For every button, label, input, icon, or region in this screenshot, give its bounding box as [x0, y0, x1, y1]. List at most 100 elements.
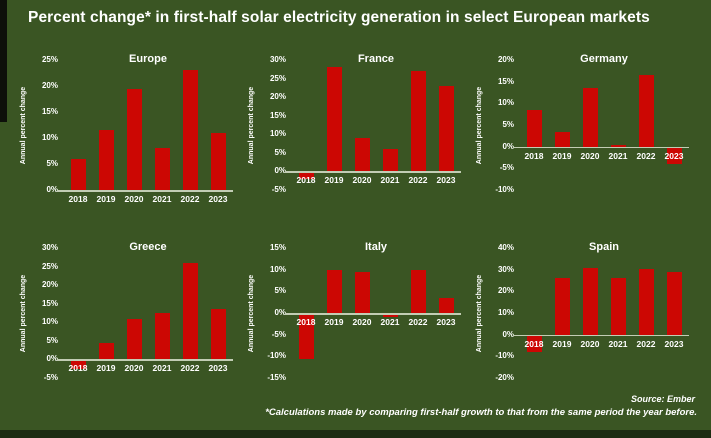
plot-area: 2018 2019 2020 2021 2022 2023 — [513, 60, 689, 220]
bar-2023 — [666, 271, 682, 335]
x-tick-label: 2023 — [208, 363, 228, 374]
y-tick-label: 10% — [497, 98, 514, 108]
plot-area: 2018 2019 2020 2021 2022 2023 — [285, 248, 461, 408]
x-tick-label: 2019 — [552, 150, 572, 161]
x-tick-label: 2020 — [580, 150, 600, 161]
x-tick-label: 2019 — [96, 363, 116, 374]
x-tick-label: 2023 — [664, 150, 684, 161]
bar-2019 — [98, 130, 114, 190]
x-axis-line — [513, 146, 689, 149]
y-tick-label: -5% — [499, 163, 514, 173]
y-tick-label: 15% — [41, 107, 58, 116]
x-tick-label: 2023 — [436, 175, 456, 186]
x-tick-label: 2021 — [380, 317, 400, 327]
y-tick-label: -20% — [495, 373, 514, 382]
y-tick-label: 25% — [41, 261, 58, 271]
chart-title: Italy — [364, 241, 387, 253]
x-tick-label: 2018 — [68, 363, 88, 374]
bar-2018 — [298, 313, 314, 359]
x-tick-label: 2022 — [180, 363, 200, 374]
y-tick-label: 10% — [41, 133, 58, 142]
bar-2018 — [70, 359, 86, 369]
bar-2023 — [210, 309, 226, 360]
charts-grid: Annual percent change Europe 2018 2019 2020 2… — [18, 50, 700, 416]
bar-2023 — [210, 132, 226, 190]
bar-2022 — [182, 70, 198, 190]
y-tick-label: 30% — [497, 264, 514, 274]
bar-2023 — [666, 146, 682, 164]
y-tick-label: 15% — [41, 298, 58, 308]
x-tick-label: 2022 — [408, 175, 428, 186]
left-edge-border — [0, 0, 7, 122]
footnote: *Calculations made by comparing first-ha… — [265, 407, 697, 418]
y-tick-label: 5% — [502, 120, 514, 129]
chart-italy: Annual percent change Italy 2018 2019 2020 20… — [246, 238, 472, 416]
bar-2020 — [354, 138, 370, 172]
x-tick-label: 2023 — [436, 317, 456, 327]
chart-europe: Annual percent change Europe 2018 2019 2020 2… — [18, 50, 244, 228]
bar-2023 — [438, 86, 454, 172]
y-tick-label: -10% — [495, 351, 514, 361]
y-tick-label: 20% — [41, 280, 58, 290]
bar-2018 — [526, 334, 542, 352]
chart-france: Annual percent change France 2018 2019 2020 2… — [246, 50, 472, 228]
y-tick-label: 0% — [46, 354, 58, 364]
bar-2022 — [410, 71, 426, 172]
bar-2020 — [582, 88, 598, 147]
y-tick-label: 5% — [46, 159, 58, 168]
y-tick-label: -5% — [43, 373, 58, 382]
bar-2022 — [410, 269, 426, 313]
y-tick-label: 15% — [269, 243, 286, 252]
bar-2023 — [438, 297, 454, 313]
x-axis-line — [285, 171, 461, 173]
y-tick-label: 25% — [269, 73, 286, 83]
x-tick-label: 2022 — [636, 338, 656, 349]
bar-2021 — [154, 148, 170, 190]
bar-2019 — [98, 342, 114, 360]
bar-2019 — [326, 67, 342, 172]
bar-2022 — [638, 75, 654, 147]
y-tick-label: 30% — [41, 243, 58, 252]
bar-2020 — [582, 267, 598, 335]
y-tick-label: 10% — [41, 317, 58, 327]
x-tick-label: 2018 — [296, 175, 316, 186]
chart-title: France — [357, 53, 395, 65]
x-tick-label: 2019 — [324, 317, 344, 327]
plot-area: 2018 2019 2020 2021 2022 2023 — [513, 248, 689, 408]
x-tick-label: 2020 — [352, 317, 372, 327]
y-tick-label: 40% — [497, 243, 514, 252]
y-tick-label: 5% — [274, 286, 286, 296]
bar-2018 — [298, 171, 314, 179]
bar-2021 — [610, 144, 626, 147]
x-tick-label: 2021 — [152, 194, 172, 204]
y-tick-label: 20% — [497, 286, 514, 296]
y-tick-label: 10% — [497, 308, 514, 317]
y-tick-label: -5% — [271, 329, 286, 339]
x-tick-label: 2019 — [324, 175, 344, 186]
y-tick-label: 0% — [274, 308, 286, 317]
y-tick-label: 25% — [41, 55, 58, 64]
bar-2020 — [126, 318, 142, 360]
y-tick-label: 15% — [497, 76, 514, 86]
x-axis-line — [513, 334, 689, 337]
y-tick-label: 0% — [46, 185, 58, 194]
bar-2018 — [526, 109, 542, 147]
bar-2020 — [354, 271, 370, 313]
y-tick-label: 0% — [502, 141, 514, 151]
chart-greece: Annual percent change Greece 2018 2019 2020 2… — [18, 238, 244, 416]
y-tick-label: -5% — [271, 185, 286, 194]
x-tick-label: 2023 — [664, 338, 684, 349]
source-credit: Source: Ember — [630, 394, 695, 404]
x-tick-label: 2021 — [608, 150, 628, 161]
y-tick-label: 15% — [269, 110, 286, 120]
x-axis-line — [57, 359, 233, 361]
bar-2018 — [70, 158, 86, 190]
x-tick-label: 2020 — [124, 194, 144, 204]
x-tick-label: 2020 — [580, 338, 600, 349]
x-tick-label: 2020 — [352, 175, 372, 186]
y-axis-title: Annual percent change — [18, 60, 30, 190]
chart-title: Germany — [580, 53, 628, 65]
bar-2019 — [326, 269, 342, 313]
bar-2019 — [554, 131, 570, 147]
